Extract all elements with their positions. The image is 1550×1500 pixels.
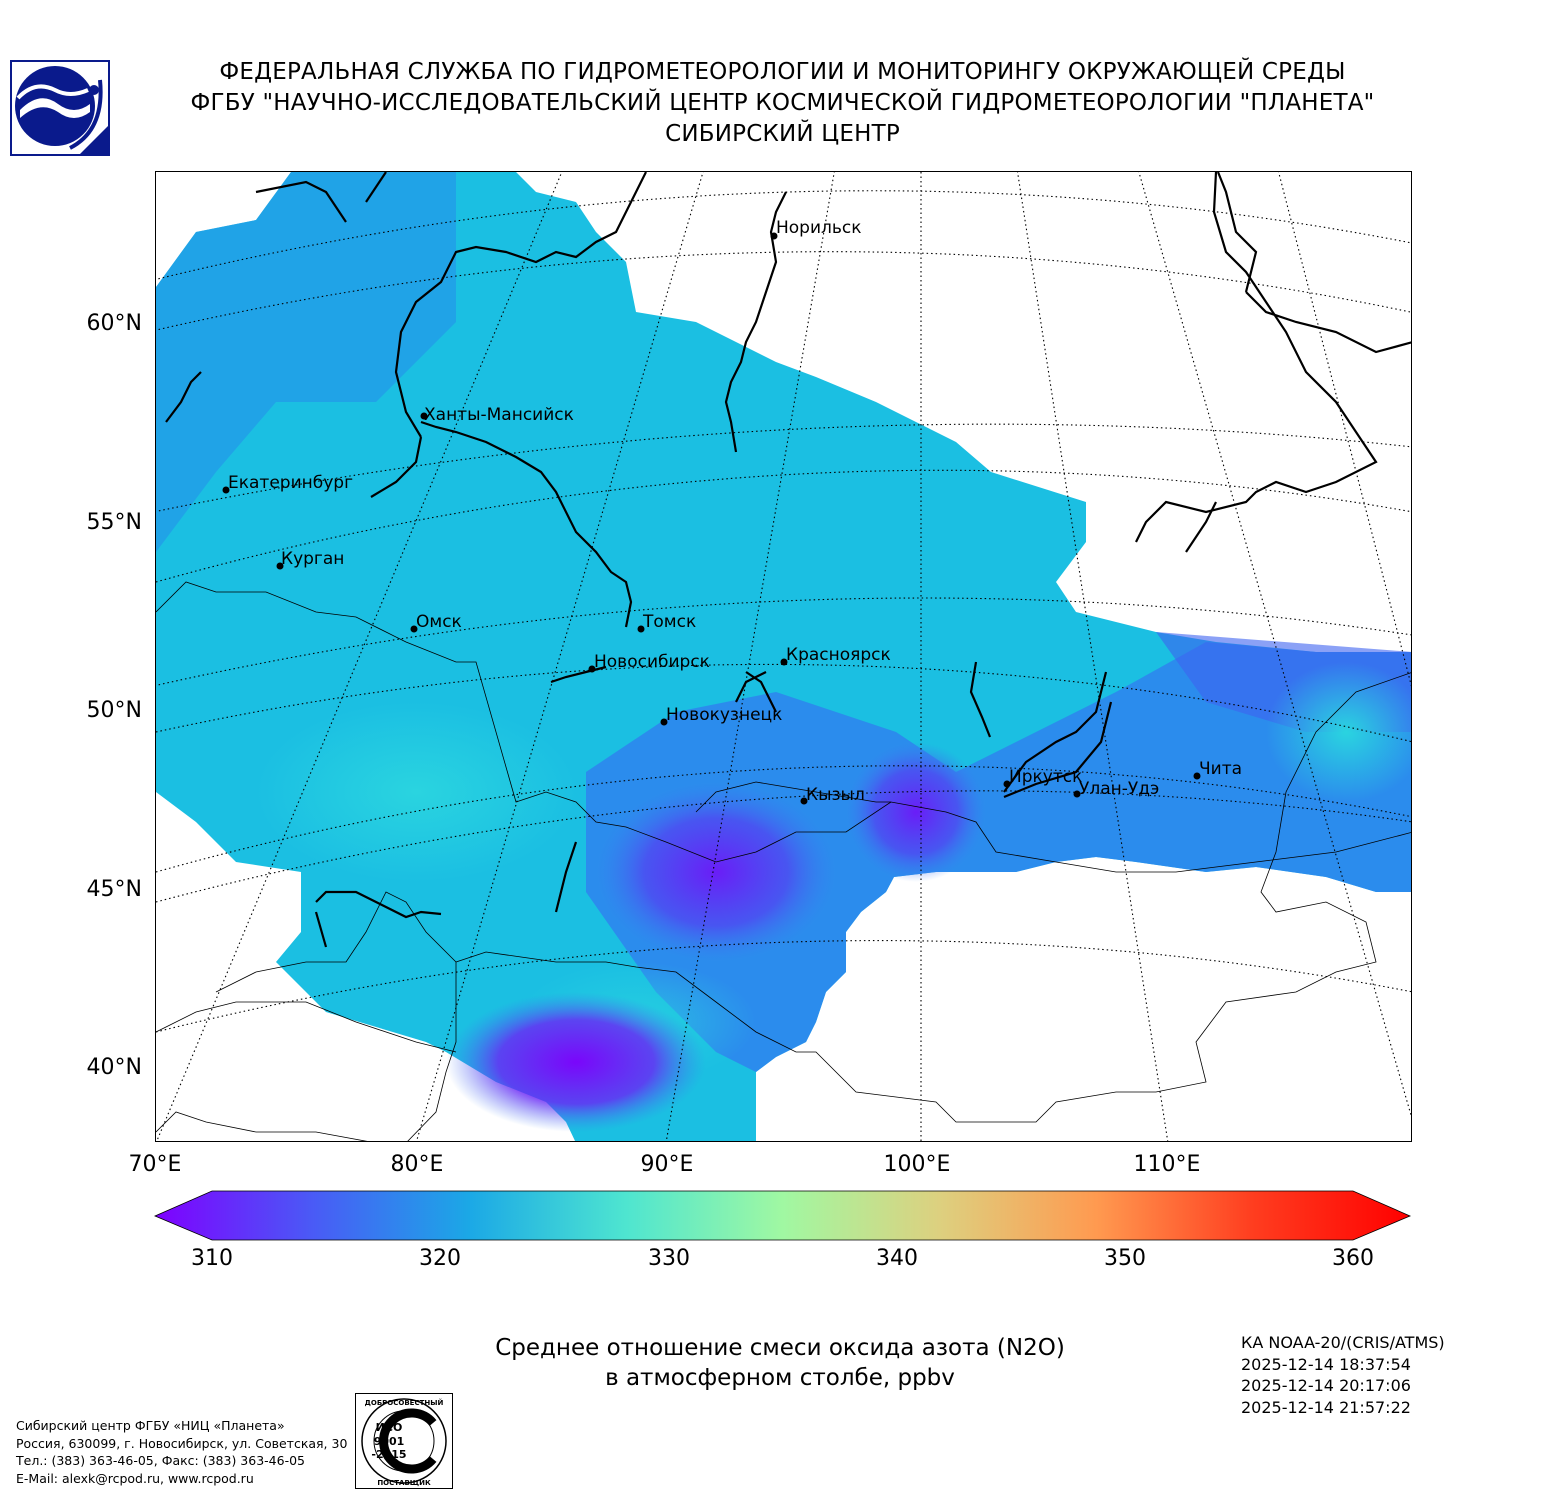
header-title-line2: ФГБУ "НАУЧНО-ИССЛЕДОВАТЕЛЬСКИЙ ЦЕНТР КОС… <box>190 90 1375 116</box>
city-markers <box>222 232 1201 805</box>
country-borders <box>156 581 1411 1141</box>
city-label-chita: Чита <box>1199 759 1243 779</box>
lon-label-70: 70°E <box>128 1152 182 1177</box>
header-title-line1: ФЕДЕРАЛЬНАЯ СЛУЖБА ПО ГИДРОМЕТЕОРОЛОГИИ … <box>219 59 1346 85</box>
iso-year: -2015 <box>371 1448 406 1461</box>
map-panel: Норильск Ханты-Мансийск Екатеринбург Кур… <box>155 171 1412 1142</box>
graticule <box>156 172 1411 1141</box>
lon-label-110: 110°E <box>1133 1152 1201 1177</box>
lon-label-80: 80°E <box>390 1152 444 1177</box>
city-label-irkutsk: Иркутск <box>1009 767 1083 787</box>
iso-label: ИСО <box>376 1421 403 1434</box>
footer-contacts: Сибирский центр ФГБУ «НИЦ «Планета» Росс… <box>16 1417 347 1488</box>
satellite-time-2: 2025-12-14 20:17:06 <box>1241 1376 1411 1395</box>
city-label-novosibirsk: Новосибирск <box>594 652 710 672</box>
satellite-time-1: 2025-12-14 18:37:54 <box>1241 1354 1411 1374</box>
colorbar-tick-340: 340 <box>876 1246 918 1271</box>
lon-label-90: 90°E <box>640 1152 694 1177</box>
satellite-name: КА NOAA-20/(CRIS/ATMS) <box>1241 1333 1445 1352</box>
city-label-omsk: Омск <box>416 612 462 632</box>
rivers <box>165 172 1411 948</box>
lon-label-100: 100°E <box>883 1152 951 1177</box>
footer-line3: Тел.: (383) 363-46-05, Факс: (383) 363-4… <box>16 1453 306 1469</box>
n2o-swath <box>156 172 1411 1141</box>
lat-label-45: 45°N <box>86 877 142 902</box>
footer-line1: Сибирский центр ФГБУ «НИЦ «Планета» <box>16 1418 285 1433</box>
satellite-time-3: 2025-12-14 21:57:22 <box>1241 1397 1411 1417</box>
iso-top-text: ДОБРОСОВЕСТНЫЙ <box>365 1398 444 1407</box>
lat-label-50: 50°N <box>86 698 142 723</box>
satellite-info: КА NOAA-20/(CRIS/ATMS) 2025-12-14 18:37:… <box>1241 1332 1445 1418</box>
city-label-novokuznetsk: Новокузнецк <box>666 705 783 725</box>
city-label-krasnoyarsk: Красноярск <box>786 645 891 665</box>
colorbar-tick-350: 350 <box>1104 1246 1146 1271</box>
colorbar-tick-310: 310 <box>191 1246 233 1271</box>
lat-label-60: 60°N <box>86 311 142 336</box>
roshydromet-logo-icon <box>10 60 110 156</box>
lat-label-55: 55°N <box>86 510 142 535</box>
colorbar-tick-330: 330 <box>648 1246 690 1271</box>
caption-line2: в атмосферном столбе, ppbv <box>605 1365 955 1391</box>
footer-line2: Россия, 630099, г. Новосибирск, ул. Сове… <box>16 1435 348 1451</box>
city-label-tomsk: Томск <box>643 612 697 632</box>
colorbar-tick-320: 320 <box>419 1246 461 1271</box>
caption-line1: Среднее отношение смеси оксида азота (N2… <box>495 1335 1065 1361</box>
city-label-kurgan: Курган <box>281 549 345 569</box>
colorbar-tick-360: 360 <box>1332 1246 1374 1271</box>
footer-line4: E-Mail: alexk@rcpod.ru, www.rcpod.ru <box>16 1471 254 1487</box>
colorbar <box>153 1190 1412 1241</box>
city-label-kyzyl: Кызыл <box>806 785 865 805</box>
city-label-yekaterinburg: Екатеринбург <box>228 473 354 493</box>
header-title-line3: СИБИРСКИЙ ЦЕНТР <box>665 121 900 147</box>
lat-label-40: 40°N <box>86 1055 142 1080</box>
iso-number: 9001 <box>374 1435 405 1448</box>
city-label-ulan-ude: Улан-Удэ <box>1079 779 1160 799</box>
map-caption: Среднее отношение смеси оксида азота (N2… <box>430 1333 1130 1393</box>
iso-bottom-text: ПОСТАВЩИК <box>377 1479 431 1487</box>
city-label-khanty-mansiysk: Ханты-Мансийск <box>424 405 574 425</box>
city-label-norilsk: Норильск <box>776 218 862 238</box>
iso-certification-badge-icon: ИСО 9001 -2015 ДОБРОСОВЕСТНЫЙ ПОСТАВЩИК <box>355 1393 453 1489</box>
map-canvas <box>156 172 1411 1141</box>
